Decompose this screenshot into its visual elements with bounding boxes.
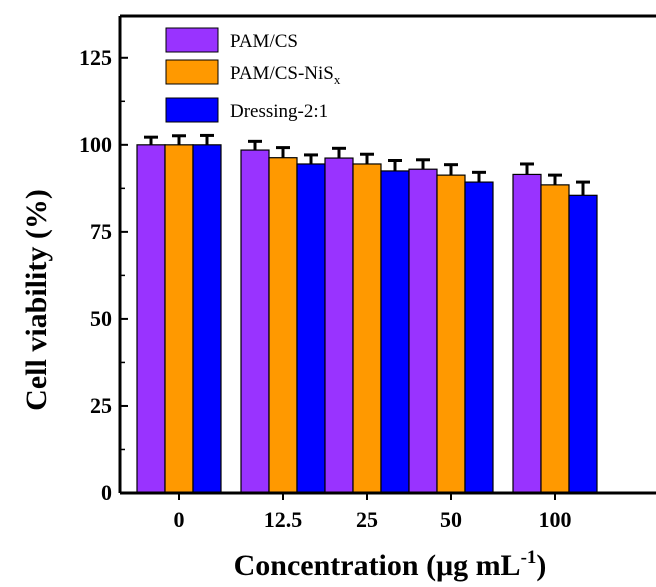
x-axis-title-exponent: -1	[521, 547, 537, 568]
bar-pam-cs-nisx-100	[540, 184, 570, 494]
bars-layer	[136, 144, 598, 494]
bar-dressing-2-1-100	[568, 194, 598, 494]
bar-pam-cs-nisx-12-5	[268, 157, 298, 494]
plot-frame	[118, 14, 656, 495]
bar-dressing-2-1-25	[380, 170, 410, 494]
y-axis: 0 25 50 75 100 125	[79, 45, 128, 505]
legend-swatch	[165, 59, 219, 85]
y-tick-label: 50	[90, 306, 112, 331]
bar-pam-cs-100	[512, 173, 542, 494]
x-tick-label: 12.5	[264, 507, 303, 532]
y-tick-label: 100	[79, 132, 112, 157]
legend-label: PAM/CS	[230, 31, 298, 52]
legend: PAM/CS PAM/CS-NiSx Dressing-2:1	[165, 27, 341, 123]
error-bars-layer	[144, 133, 590, 196]
bar-pam-cs-nisx-50	[436, 174, 466, 494]
x-tick-label: 50	[440, 507, 462, 532]
legend-label: Dressing-2:1	[230, 101, 328, 122]
x-axis-title-main: Concentration (μg mL	[234, 549, 521, 582]
legend-label: PAM/CS-NiSx	[230, 63, 341, 87]
bar-dressing-2-1-0	[192, 144, 222, 494]
bar-dressing-2-1-50	[464, 181, 494, 494]
x-tick-label: 100	[539, 507, 572, 532]
legend-swatch	[165, 27, 219, 53]
y-tick-label: 0	[101, 480, 112, 505]
x-tick-label: 0	[174, 507, 185, 532]
x-axis: 0 12.5 25 50 100	[174, 493, 572, 532]
bar-pam-cs-12-5	[240, 149, 270, 494]
x-tick-label: 25	[356, 507, 378, 532]
bar-pam-cs-25	[324, 157, 354, 494]
bar-pam-cs-50	[408, 168, 438, 494]
y-tick-label: 125	[79, 45, 112, 70]
x-axis-title: Concentration (μg mL-1)	[234, 547, 547, 582]
y-axis-title: Cell viability (%)	[20, 189, 53, 411]
bar-pam-cs-0	[136, 144, 166, 494]
bar-pam-cs-nisx-0	[164, 144, 194, 494]
y-tick-label: 25	[90, 393, 112, 418]
x-axis-title-tail: )	[536, 549, 546, 582]
bar-dressing-2-1-12-5	[296, 163, 326, 494]
y-tick-label: 75	[90, 219, 112, 244]
legend-swatch	[165, 97, 219, 123]
bar-pam-cs-nisx-25	[352, 163, 382, 494]
